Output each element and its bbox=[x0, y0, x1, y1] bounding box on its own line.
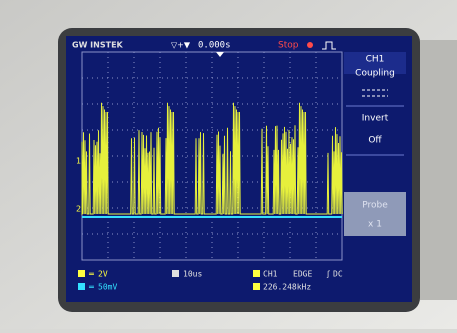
offset-icon: ▽+▼ bbox=[171, 41, 191, 50]
menu-item[interactable]: Invert bbox=[362, 114, 389, 124]
stop-dot bbox=[307, 42, 313, 48]
menu-value: Off bbox=[368, 136, 382, 146]
menu-item: Coupling bbox=[355, 69, 395, 79]
edge-icon: ʃ bbox=[326, 270, 330, 279]
brand: GW INSTEK bbox=[72, 41, 124, 50]
trigger-type: EDGE bbox=[293, 270, 312, 279]
status-bar bbox=[66, 265, 412, 302]
run-state: Stop bbox=[278, 41, 299, 51]
menu-channel: CH1 bbox=[366, 55, 385, 65]
timebase-badge bbox=[172, 270, 179, 277]
ch1-marker: 1 bbox=[76, 157, 81, 166]
time-offset: 0.000s bbox=[198, 41, 231, 51]
ch1-eq: ═ bbox=[88, 270, 94, 279]
trigger-coupling: DC bbox=[333, 270, 343, 279]
menu-value: x 1 bbox=[368, 220, 382, 230]
ch2-scale: 50mV bbox=[98, 283, 117, 292]
ch2-eq: ═ bbox=[88, 283, 94, 292]
frequency: 226.248kHz bbox=[263, 283, 311, 292]
ch2-badge bbox=[78, 283, 85, 290]
ch2-marker: 2 bbox=[76, 205, 81, 214]
trigger-badge bbox=[253, 270, 260, 277]
side-buttons bbox=[420, 40, 457, 300]
timebase: 10us bbox=[183, 270, 202, 279]
ch1-badge bbox=[78, 270, 85, 277]
freq-badge bbox=[253, 283, 260, 290]
scope-photo: GW INSTEK 0.000s ▽+▼ Stop 1 2 CH1 Coupli… bbox=[0, 0, 457, 329]
ch1-scale: 2V bbox=[98, 270, 108, 279]
trigger-source: CH1 bbox=[263, 270, 278, 279]
menu-item[interactable]: Probe bbox=[362, 201, 388, 211]
